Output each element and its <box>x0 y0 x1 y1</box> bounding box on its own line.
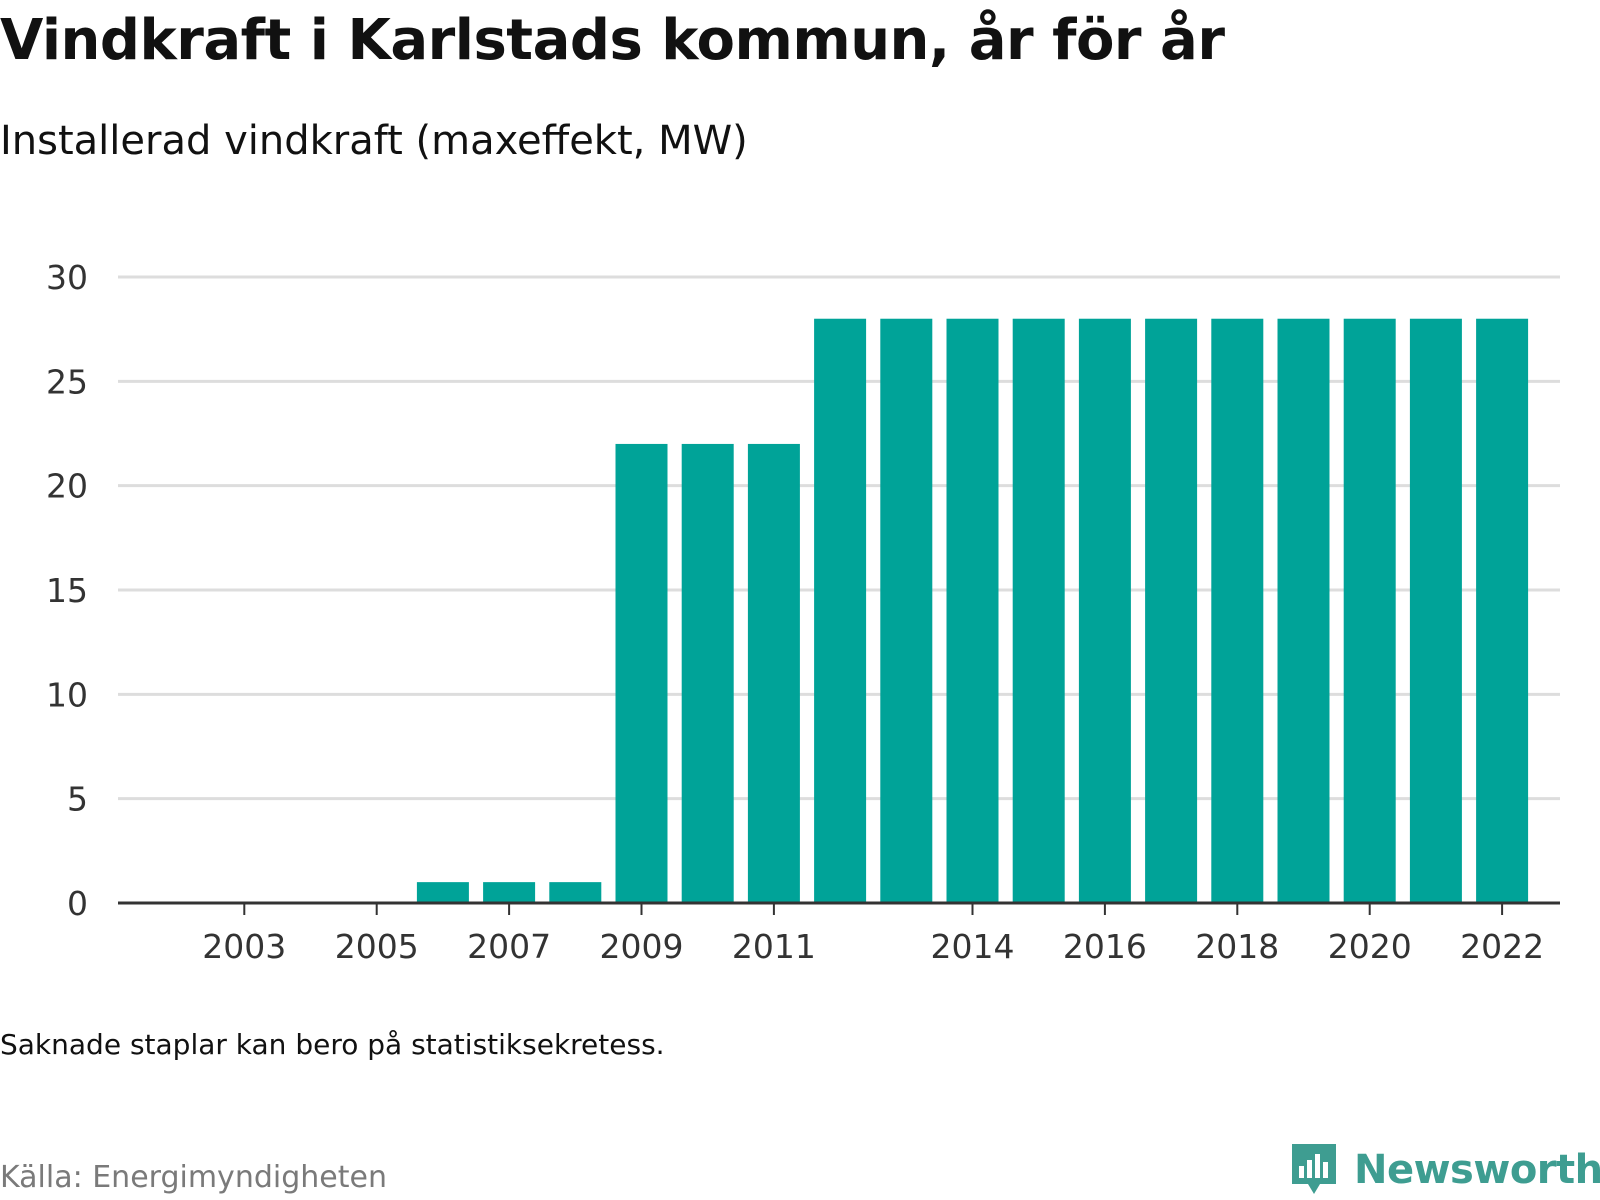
x-tick-label-2005: 2005 <box>335 927 419 966</box>
bar-2011 <box>747 443 800 903</box>
y-tick-label-0: 0 <box>67 884 88 923</box>
x-axis <box>118 901 1560 915</box>
x-tick-label-2018: 2018 <box>1195 927 1279 966</box>
logo-text: Newsworthy <box>1354 1147 1600 1193</box>
y-tick-label-20: 20 <box>46 467 88 506</box>
x-tick-label-2009: 2009 <box>600 927 684 966</box>
bar-2008 <box>549 882 602 903</box>
bars <box>416 318 1529 903</box>
x-tick-label-2016: 2016 <box>1063 927 1147 966</box>
y-tick-label-30: 30 <box>46 258 88 297</box>
y-tick-label-15: 15 <box>46 571 88 610</box>
bar-2020 <box>1343 318 1396 903</box>
bar-2009 <box>615 443 668 903</box>
newsworthy-logo: Newsworthy <box>1288 1140 1600 1200</box>
x-axis-labels: 2003 2005 2007 2009 2011 2014 2016 2018 2020 2022 <box>202 927 1544 966</box>
y-tick-label-25: 25 <box>46 362 88 401</box>
bar-2021 <box>1409 318 1462 903</box>
bar-2007 <box>483 882 536 903</box>
footnote: Saknade staplar kan bero på statistiksek… <box>0 1028 665 1061</box>
bar-2017 <box>1145 318 1198 903</box>
x-tick-label-2022: 2022 <box>1460 927 1544 966</box>
bar-2012 <box>814 318 867 903</box>
chart-subtitle: Installerad vindkraft (maxeffekt, MW) <box>0 118 748 164</box>
x-tick-label-2003: 2003 <box>202 927 286 966</box>
x-tick-label-2011: 2011 <box>732 927 816 966</box>
y-tick-label-10: 10 <box>46 675 88 714</box>
bar-2006 <box>416 882 469 903</box>
bar-chart: 0 5 10 15 20 25 30 2003 2005 2007 2009 2011 2014 201… <box>46 258 1560 966</box>
bar-2014 <box>946 318 999 903</box>
bar-2013 <box>880 318 933 903</box>
bar-2010 <box>681 443 734 903</box>
y-tick-label-5: 5 <box>67 780 88 819</box>
bar-2022 <box>1476 318 1529 903</box>
bar-2018 <box>1211 318 1264 903</box>
source-credit: Källa: Energimyndigheten <box>0 1160 387 1195</box>
x-tick-label-2020: 2020 <box>1328 927 1412 966</box>
bar-2015 <box>1012 318 1065 903</box>
bar-2016 <box>1078 318 1131 903</box>
x-tick-label-2007: 2007 <box>467 927 551 966</box>
chart-title: Vindkraft i Karlstads kommun, år för år <box>0 8 1225 73</box>
newsworthy-logo-icon <box>1292 1144 1336 1194</box>
y-axis-labels: 0 5 10 15 20 25 30 <box>46 258 88 923</box>
bar-2019 <box>1277 318 1330 903</box>
x-tick-label-2014: 2014 <box>931 927 1015 966</box>
